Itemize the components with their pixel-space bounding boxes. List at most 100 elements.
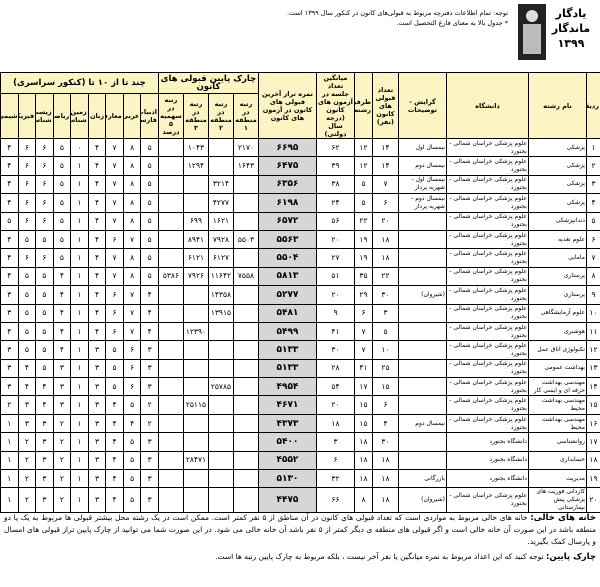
table-row: ۶ علوم تغذیه علوم پزشکی خراسان شمالی - بجن… (0, 229, 600, 250)
table-cell: ۱۲۹۴ (182, 156, 209, 176)
table-cell: کاردانی فوریت های پزشکی پیش بیمارستانی (527, 487, 587, 514)
table-cell: ۲۵۱۱۵ (182, 395, 209, 415)
table-cell: ۵ (35, 358, 54, 379)
table-cell: ۴۳۷۳ (257, 413, 317, 434)
table-cell (232, 321, 259, 342)
table-cell: ۴ (0, 156, 19, 176)
table-cell: ۴۱ (353, 358, 373, 379)
column-header: ریاضیات (52, 93, 72, 139)
table-cell (157, 321, 184, 342)
table-cell: ۵ (140, 248, 159, 268)
table-cell: ۱۴ (371, 137, 399, 158)
table-cell: ۱ (70, 156, 89, 176)
group-header: چند تا از ۱۰ تا (کنکور سراسری) (0, 72, 159, 94)
table-cell: ۱۶ (585, 413, 600, 434)
table-cell: علوم پزشکی خراسان شمالی - بجنورد (445, 248, 529, 268)
table-cell: ۱ (70, 229, 89, 250)
table-cell (182, 358, 209, 379)
table-cell: ۷ (353, 321, 373, 342)
table-cell: ۴ (52, 285, 72, 305)
table-row: ۱۱ هوشبری علوم پزشکی خراسان شمالی - بجنورد… (0, 321, 600, 342)
table-cell: ۳ (17, 395, 37, 415)
table-cell: ۱۵ (585, 395, 600, 415)
table-cell: ۶ (35, 137, 54, 158)
table-cell: ۱ (70, 211, 89, 231)
table-cell (232, 211, 259, 231)
table-cell: ۷ (105, 174, 124, 195)
table-cell: ۶ (17, 174, 37, 195)
table-cell (232, 303, 259, 323)
table-cell: پرستاری (527, 285, 587, 305)
table-cell: ۳ (87, 487, 107, 514)
table-cell: ۲ (17, 432, 37, 452)
table-cell (207, 137, 234, 158)
table-cell: ۶ (17, 156, 37, 176)
table-row: ۳ پزشکی علوم پزشکی خراسان شمالی - بجنورد نی… (0, 174, 600, 195)
header: یادگار ماندگار ۱۳۹۹ توجه: تمام اطلاعات دفت… (0, 0, 600, 66)
table-cell: ۵ (35, 285, 54, 305)
table-cell: ۱۱ (585, 321, 600, 342)
table-cell: ۱ (70, 487, 89, 514)
table-cell: ۵۱۳۳ (257, 358, 317, 379)
column-header: ادبیات فارسی (140, 93, 159, 139)
table-cell: ۸ (122, 211, 142, 231)
column-header: نام رشته (527, 72, 587, 139)
table-cell (157, 156, 184, 176)
table-cell: ۲۰ (315, 285, 355, 305)
table-cell: ۲ (17, 450, 37, 471)
table-cell: ۱ (70, 469, 89, 489)
table-cell: ۱۰ (585, 303, 600, 323)
table-cell: بازرگانی (397, 469, 447, 489)
table-cell: ۶۴۷۵ (257, 156, 317, 176)
table-cell: ۴ (52, 340, 72, 360)
table-cell: نیمسال اول (397, 137, 447, 158)
table-cell: ۶ (35, 193, 54, 213)
table-cell: ۴ (105, 413, 124, 434)
table-cell: ۱ (70, 358, 89, 379)
table-row: ۱۵ مهندسی بهداشت محیط علوم پزشکی خراسان شم… (0, 395, 600, 415)
table-cell (182, 174, 209, 195)
group-header: چارک پایین قبولی های کانون (157, 72, 259, 94)
table-cell: ۱ (70, 321, 89, 342)
table-cell: ۳۵ (353, 266, 373, 287)
table-cell: علوم پزشکی خراسان شمالی - بجنورد (445, 395, 529, 415)
table-cell (232, 358, 259, 379)
note: چارک پایین: توجه کنید که این اعداد مربوط… (4, 551, 596, 563)
table-cell: ۵۴۰۰ (257, 432, 317, 452)
table-cell (182, 340, 209, 360)
table-cell: ۱۸ (371, 450, 399, 471)
table-cell: ۳ (87, 340, 107, 360)
header-notes: توجه: تمام اطلاعات دفترچه مربوط به قبولی… (287, 8, 508, 28)
table-cell: ۵ (17, 266, 37, 287)
table-cell: ۷ (122, 321, 142, 342)
table-cell: ۲۸ (315, 358, 355, 379)
column-header: ظرفیت رشته (353, 72, 373, 139)
table-cell: ۵۳۸۶ (157, 266, 184, 287)
column-header: ردیف (585, 72, 600, 139)
table-cell: ۴ (87, 229, 107, 250)
table-cell: پزشکی (527, 137, 587, 158)
table-cell: ۳ (87, 432, 107, 452)
table-cell (182, 432, 209, 452)
table-cell: ۵۴۸۱ (257, 303, 317, 323)
table-cell: علوم پزشکی خراسان شمالی - بجنورد (445, 487, 529, 514)
table-cell: ۲۵ (371, 358, 399, 379)
table-cell: ۵ (52, 229, 72, 250)
table-cell (157, 248, 184, 268)
table-cell: ۵ (122, 432, 142, 452)
table-cell: ۴ (140, 303, 159, 323)
table-cell (232, 432, 259, 452)
table-cell: ۴ (105, 487, 124, 514)
column-header: تعداد قبولی های کانون (نفر) (371, 72, 399, 139)
table-cell: ۵ (140, 156, 159, 176)
table-cell: ۲۰ (585, 487, 600, 514)
table-cell: ۳ (140, 358, 159, 379)
table-cell: ۷ (585, 248, 600, 268)
table-row: ۷ مامایی علوم پزشکی خراسان شمالی - بجنورد ۱… (0, 248, 600, 268)
table-cell: ۷۹۲۸ (207, 229, 234, 250)
table-cell: ۸ (122, 174, 142, 195)
table-cell: ۲۸۴۷۱ (182, 450, 209, 471)
table-cell: ۲۴ (315, 193, 355, 213)
